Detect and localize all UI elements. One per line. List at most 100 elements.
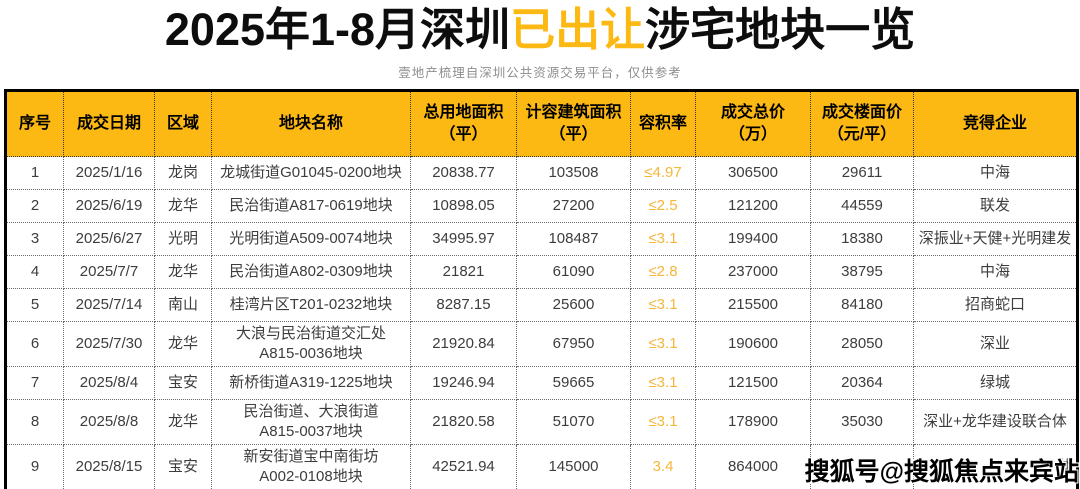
table-row: 2 2025/6/19 龙华 民治街道A817-0619地块 10898.05 …: [5, 189, 1078, 223]
header-total-price: 成交总价 （万）: [695, 90, 811, 157]
sohu-watermark: 搜狐号@搜狐焦点来宾站: [804, 458, 1079, 486]
cell-total-price: 199400: [695, 222, 811, 256]
cell-plot-name: 民治街道A802-0309地块: [211, 255, 411, 289]
cell-winner: 联发: [913, 189, 1078, 223]
cell-total-price: 121200: [695, 189, 811, 223]
cell-district: 龙华: [154, 255, 212, 289]
title-highlight: 已出让: [510, 4, 646, 55]
cell-total-price: 306500: [695, 156, 811, 190]
cell-winner: 体: [913, 444, 1078, 489]
cell-date: 2025/8/15: [63, 444, 155, 489]
cell-winner: 绿城: [913, 366, 1078, 400]
cell-far: ≤4.97: [630, 156, 696, 190]
cell-winner: 深振业+天健+光明建发: [913, 222, 1078, 256]
cell-winner: 深业: [913, 321, 1078, 367]
cell-floor-price: 35030: [810, 399, 914, 445]
cell-plot-name: 光明街道A509-0074地块: [211, 222, 411, 256]
cell-district: 光明: [154, 222, 212, 256]
cell-floor-area: 61090: [516, 255, 631, 289]
table-row: 9 2025/8/15 宝安 新安街道宝中南街坊 A002-0108地块 425…: [5, 444, 1078, 489]
cell-far: ≤3.1: [630, 222, 696, 256]
header-floor-price: 成交楼面价 （元/平）: [810, 90, 914, 157]
header-district: 区域: [154, 90, 212, 157]
cell-far: ≤3.1: [630, 399, 696, 445]
cell-land-area: 20838.77: [410, 156, 517, 190]
cell-plot-name: 龙城街道G01045-0200地块: [211, 156, 411, 190]
cell-floor-area: 145000: [516, 444, 631, 489]
header-date: 成交日期: [63, 90, 155, 157]
cell-floor-price: 44559: [810, 189, 914, 223]
header-land-area: 总用地面积 （平）: [410, 90, 517, 157]
table-row: 3 2025/6/27 光明 光明街道A509-0074地块 34995.97 …: [5, 222, 1078, 256]
cell-far: ≤2.8: [630, 255, 696, 289]
table-row: 6 2025/7/30 龙华 大浪与民治街道交汇处 A815-0036地块 21…: [5, 321, 1078, 367]
cell-seq: 4: [5, 255, 64, 289]
cell-far: ≤3.1: [630, 288, 696, 322]
cell-land-area: 21821: [410, 255, 517, 289]
cell-date: 2025/7/30: [63, 321, 155, 367]
header-seq: 序号: [5, 90, 64, 157]
cell-total-price: 121500: [695, 366, 811, 400]
table-row: 4 2025/7/7 龙华 民治街道A802-0309地块 21821 6109…: [5, 255, 1078, 289]
header-row: 序号 成交日期 区域 地块名称 总用地面积 （平） 计容建筑面积 （平） 容积率…: [5, 90, 1078, 157]
cell-seq: 5: [5, 288, 64, 322]
cell-plot-name: 桂湾片区T201-0232地块: [211, 288, 411, 322]
cell-land-area: 19246.94: [410, 366, 517, 400]
cell-floor-price: [810, 444, 914, 489]
cell-plot-name: 新安街道宝中南街坊 A002-0108地块: [211, 444, 411, 489]
header-floor-area: 计容建筑面积 （平）: [516, 90, 631, 157]
cell-district: 龙华: [154, 399, 212, 445]
cell-far: 3.4: [630, 444, 696, 489]
cell-seq: 1: [5, 156, 64, 190]
cell-far: ≤3.1: [630, 321, 696, 367]
cell-floor-area: 67950: [516, 321, 631, 367]
cell-winner: 中海: [913, 255, 1078, 289]
cell-plot-name: 民治街道、大浪街道 A815-0037地块: [211, 399, 411, 445]
cell-floor-price: 38795: [810, 255, 914, 289]
cell-land-area: 8287.15: [410, 288, 517, 322]
cell-land-area: 21920.84: [410, 321, 517, 367]
cell-floor-area: 25600: [516, 288, 631, 322]
cell-date: 2025/1/16: [63, 156, 155, 190]
header-plot-name: 地块名称: [211, 90, 411, 157]
cell-floor-price: 29611: [810, 156, 914, 190]
land-plots-table: 序号 成交日期 区域 地块名称 总用地面积 （平） 计容建筑面积 （平） 容积率…: [4, 89, 1079, 489]
table-row: 1 2025/1/16 龙岗 龙城街道G01045-0200地块 20838.7…: [5, 156, 1078, 190]
cell-land-area: 42521.94: [410, 444, 517, 489]
cell-winner: 深业+龙华建设联合体: [913, 399, 1078, 445]
cell-floor-area: 103508: [516, 156, 631, 190]
cell-floor-price: 18380: [810, 222, 914, 256]
table-row: 7 2025/8/4 宝安 新桥街道A319-1225地块 19246.94 5…: [5, 366, 1078, 400]
cell-floor-area: 51070: [516, 399, 631, 445]
cell-district: 南山: [154, 288, 212, 322]
cell-district: 宝安: [154, 444, 212, 489]
cell-floor-price: 20364: [810, 366, 914, 400]
cell-seq: 2: [5, 189, 64, 223]
cell-floor-area: 108487: [516, 222, 631, 256]
cell-winner: 招商蛇口: [913, 288, 1078, 322]
table-row: 5 2025/7/14 南山 桂湾片区T201-0232地块 8287.15 2…: [5, 288, 1078, 322]
cell-floor-price: 84180: [810, 288, 914, 322]
cell-floor-area: 59665: [516, 366, 631, 400]
cell-plot-name: 民治街道A817-0619地块: [211, 189, 411, 223]
cell-plot-name: 新桥街道A319-1225地块: [211, 366, 411, 400]
cell-seq: 9: [5, 444, 64, 489]
cell-date: 2025/6/27: [63, 222, 155, 256]
table-row: 8 2025/8/8 龙华 民治街道、大浪街道 A815-0037地块 2182…: [5, 399, 1078, 445]
cell-land-area: 34995.97: [410, 222, 517, 256]
cell-total-price: 190600: [695, 321, 811, 367]
cell-total-price: 237000: [695, 255, 811, 289]
cell-total-price: 864000: [695, 444, 811, 489]
cell-date: 2025/8/8: [63, 399, 155, 445]
title-prefix: 2025年1-8月深圳: [164, 4, 511, 55]
cell-seq: 3: [5, 222, 64, 256]
cell-far: ≤2.5: [630, 189, 696, 223]
cell-total-price: 215500: [695, 288, 811, 322]
cell-district: 龙岗: [154, 156, 212, 190]
cell-total-price: 178900: [695, 399, 811, 445]
cell-seq: 8: [5, 399, 64, 445]
cell-floor-price: 28050: [810, 321, 914, 367]
header-far: 容积率: [630, 90, 696, 157]
cell-winner: 中海: [913, 156, 1078, 190]
header-winner: 竞得企业: [913, 90, 1078, 157]
